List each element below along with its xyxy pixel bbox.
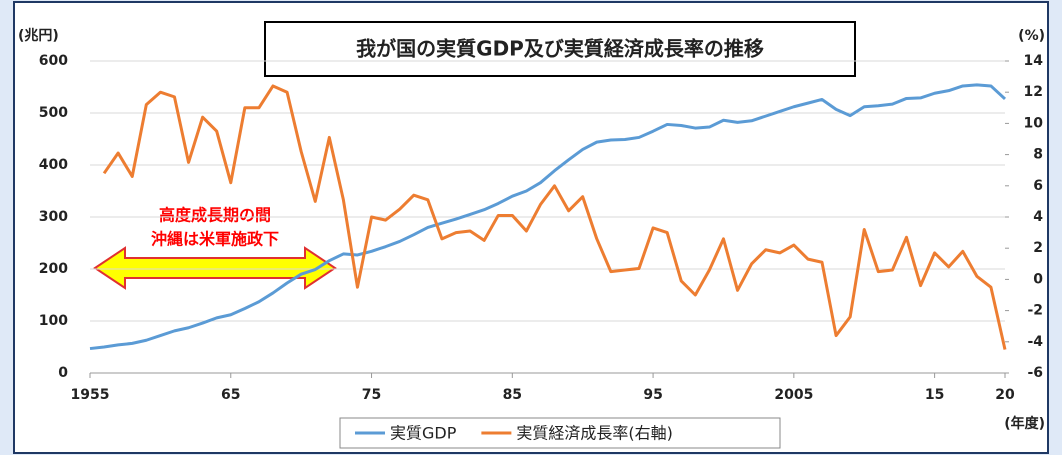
y2-tick-label: 10 [1024, 115, 1044, 131]
y2-tick-label: 14 [1024, 53, 1044, 69]
y2-tick-label: -2 [1027, 303, 1043, 319]
y2-tick-label: 2 [1033, 240, 1043, 256]
y-tick-label: 500 [39, 105, 68, 121]
y2-tick-label: 0 [1033, 271, 1043, 287]
x-tick-label: 95 [643, 387, 662, 403]
y-tick-label: 100 [39, 313, 68, 329]
series-line [102, 84, 1007, 350]
series-line [89, 83, 1007, 351]
y2-unit: (%) [1018, 28, 1045, 44]
legend-label: 実質経済成長率(右軸) [516, 424, 673, 443]
legend-label: 実質GDP [390, 424, 457, 443]
y-tick-label: 600 [39, 53, 68, 69]
y2-tick-label: 12 [1024, 84, 1043, 100]
chart-title: 我が国の実質GDP及び実質経済成長率の推移 [356, 37, 764, 61]
title-box [264, 21, 856, 77]
y-tick-label: 400 [39, 157, 68, 173]
y2-tick-label: -4 [1027, 334, 1043, 350]
annotation: 高度成長期の間 [159, 206, 271, 225]
chart-frame [13, 1, 1049, 454]
arrow [93, 246, 337, 290]
x-tick-label: 2005 [774, 387, 813, 403]
y2-tick-label: 4 [1033, 209, 1043, 225]
y-tick-label: 200 [39, 261, 68, 277]
y2-tick-label: 8 [1033, 147, 1043, 163]
y-tick-label: 0 [58, 365, 68, 381]
x-tick-label: 15 [925, 387, 944, 403]
y-tick-label: 300 [39, 209, 68, 225]
x-tick-label: 75 [362, 387, 381, 403]
y2-tick-label: 6 [1033, 178, 1043, 194]
x-tick-label: 20 [995, 387, 1015, 403]
y-unit: (兆円) [18, 28, 59, 44]
y2-tick-label: -6 [1027, 365, 1043, 381]
legend-box [339, 417, 781, 449]
annotation: 沖縄は米軍施政下 [151, 230, 279, 249]
x-tick-label: 65 [221, 387, 240, 403]
x-tick-label: 1955 [71, 387, 110, 403]
x-unit: (年度) [1004, 415, 1045, 432]
x-tick-label: 85 [503, 387, 522, 403]
